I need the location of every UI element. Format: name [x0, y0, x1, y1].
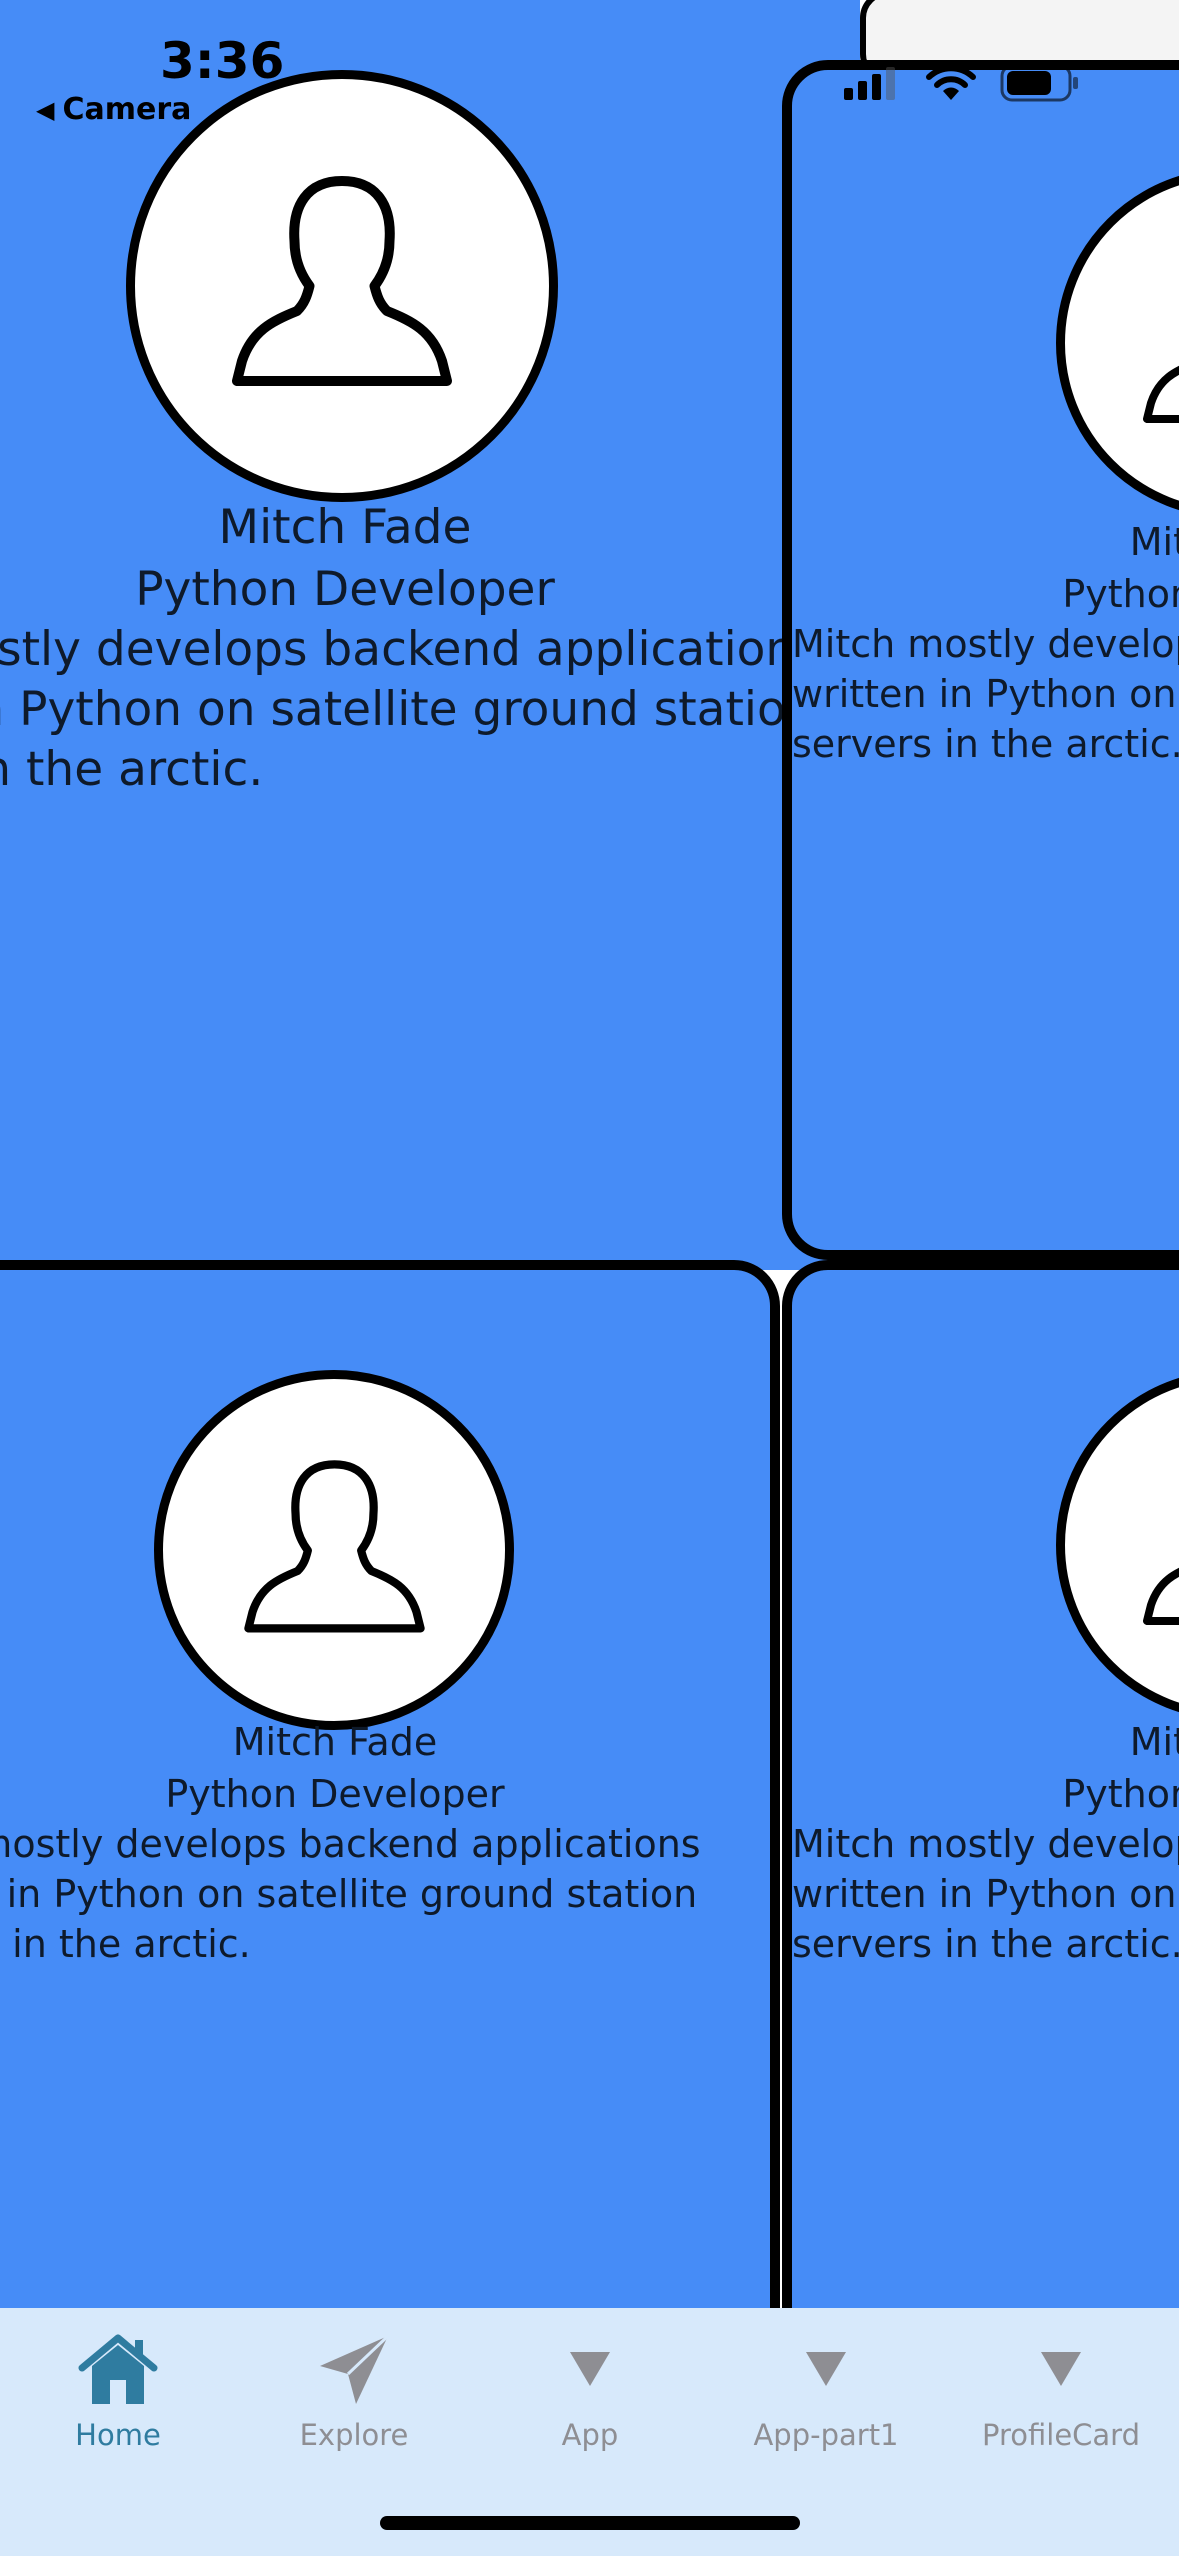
back-label: Camera: [62, 92, 192, 127]
profile-bio-line: servers in the arctic.: [792, 1922, 1179, 1966]
triangle-down-icon: [570, 2352, 610, 2386]
profile-bio-line: servers in the arctic.: [0, 1922, 251, 1966]
avatar: [1056, 168, 1179, 518]
person-icon: [1143, 365, 1179, 423]
house-icon: [78, 2334, 158, 2404]
back-triangle-icon: ◀: [36, 95, 55, 124]
status-icons: [842, 64, 1080, 102]
profile-bio-line: Mitch mostly develops backend applicatio…: [0, 622, 820, 677]
profile-name: Mitch Fade: [1129, 1720, 1179, 1764]
triangle-down-icon: [1041, 2352, 1081, 2386]
profile-bio-line: Mitch mostly develops backend applicatio…: [792, 1822, 1179, 1866]
profile-bio-line: Mitch mostly develops backend applicatio…: [0, 1822, 701, 1866]
tab-app[interactable]: App: [472, 2328, 708, 2452]
profile-name: Mitch Fade: [218, 500, 472, 555]
home-indicator[interactable]: [380, 2516, 800, 2530]
tab-bar: Home Explore App: [0, 2308, 1179, 2556]
profile-bio-line: written in Python on satellite ground st…: [792, 672, 1179, 716]
profile-bio-line: Mitch mostly develops backend applicatio…: [792, 622, 1179, 666]
profile-role: Python Developer: [165, 1772, 505, 1816]
profile-role: Python Developer: [135, 562, 555, 617]
profile-role: Python Developer: [1062, 572, 1179, 616]
profile-bio-line: written in Python on satellite ground st…: [0, 682, 816, 737]
profile-bio-line: written in Python on satellite ground st…: [792, 1872, 1179, 1916]
tab-label: App-part1: [753, 2418, 899, 2452]
tab-explore[interactable]: Explore: [236, 2328, 472, 2452]
tab-app-part1[interactable]: App-part1: [708, 2328, 944, 2452]
tab-home[interactable]: Home: [0, 2328, 236, 2452]
profile-card-2: Mitch Fade Python Developer Mitch mostly…: [782, 60, 1179, 1260]
wifi-icon: [926, 65, 976, 100]
profile-role: Python Developer: [1062, 1772, 1179, 1816]
status-time: 3:36: [160, 32, 285, 90]
avatar: [126, 70, 558, 502]
triangle-down-icon: [806, 2352, 846, 2386]
tab-label: Home: [75, 2418, 161, 2452]
person-icon: [1143, 1567, 1179, 1625]
tab-profilecard[interactable]: ProfileCard: [943, 2328, 1179, 2452]
avatar: [1056, 1370, 1179, 1720]
battery-icon: [1000, 64, 1078, 102]
avatar: [154, 1370, 514, 1730]
paper-plane-icon: [320, 2334, 390, 2404]
profile-name: Mitch Fade: [1129, 520, 1179, 564]
profile-bio-line: written in Python on satellite ground st…: [0, 1872, 698, 1916]
tab-label: ProfileCard: [981, 2418, 1140, 2452]
tab-label: Explore: [299, 2418, 409, 2452]
person-icon: [243, 1459, 425, 1632]
profile-bio-line: servers in the arctic.: [792, 722, 1179, 766]
profile-bio-line: servers in the arctic.: [0, 742, 264, 797]
cellular-signal-icon: [844, 67, 895, 100]
profile-card-1: Mitch Fade Python Developer Mitch mostly…: [0, 0, 860, 1270]
profile-name: Mitch Fade: [232, 1720, 438, 1764]
tab-label: App: [561, 2418, 619, 2452]
person-icon: [232, 176, 452, 386]
back-to-camera-link[interactable]: ◀ Camera: [36, 92, 191, 127]
